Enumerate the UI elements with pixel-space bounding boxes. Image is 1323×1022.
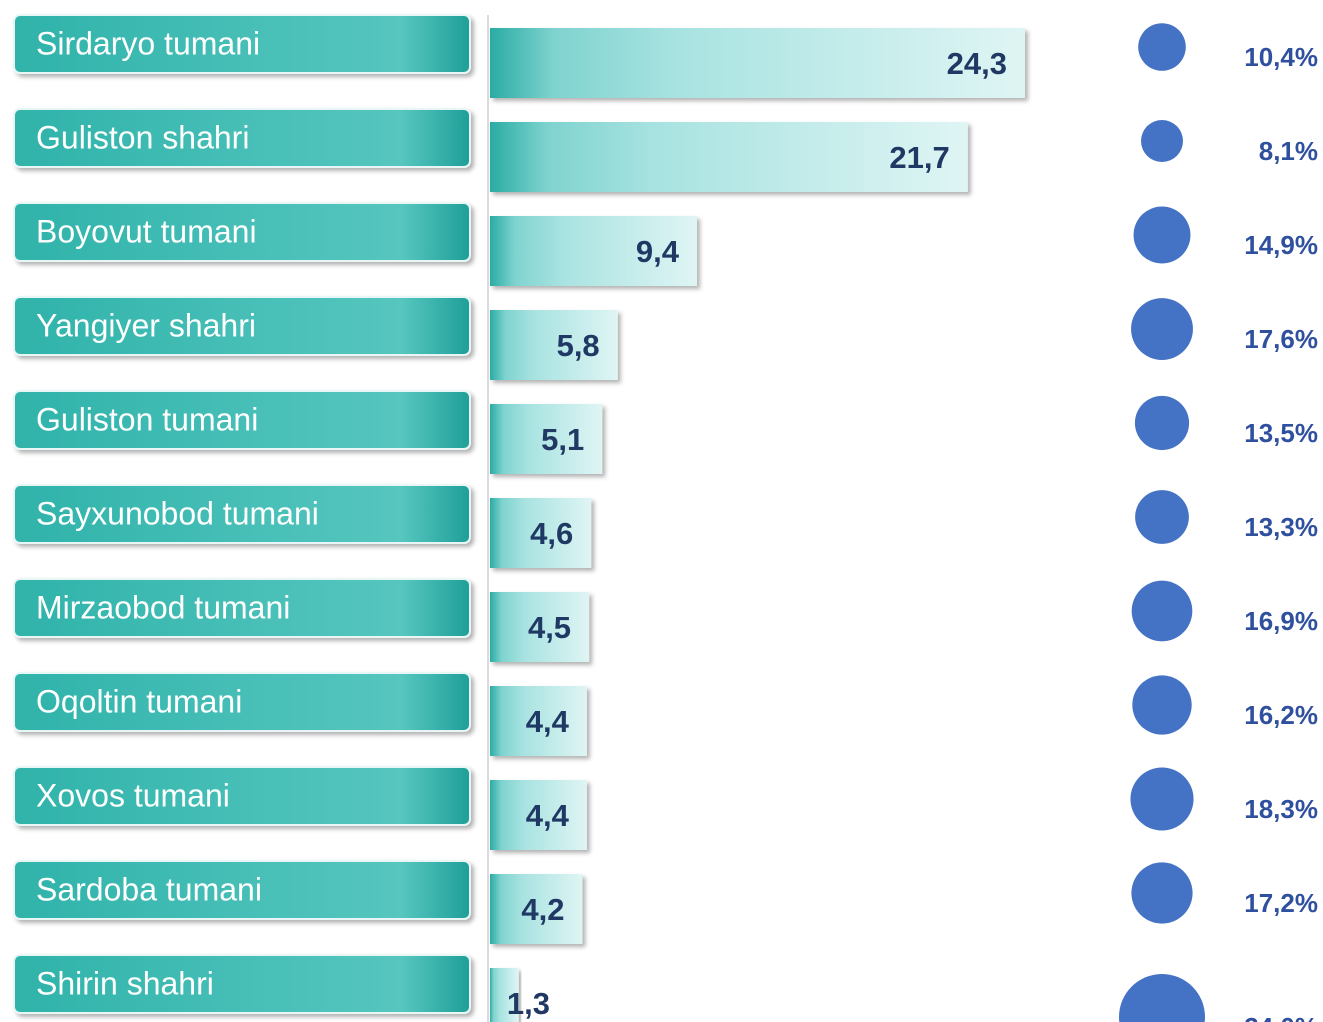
share-label: 13,3%	[1244, 512, 1318, 542]
value-label: 4,6	[530, 516, 573, 551]
share-bubble	[1130, 767, 1194, 831]
share-label: 13,5%	[1244, 418, 1318, 448]
category-label: Guliston shahri	[36, 119, 249, 155]
category-label: Boyovut tumani	[36, 213, 257, 249]
category-label: Oqoltin tumani	[36, 683, 242, 719]
share-bubble	[1134, 395, 1190, 451]
value-label: 24,3	[947, 46, 1007, 81]
share-bubble	[1138, 23, 1186, 71]
value-label: 21,7	[889, 140, 949, 175]
category-box	[13, 202, 471, 262]
category-box	[13, 390, 471, 450]
share-bubble	[1135, 490, 1189, 544]
category-box	[13, 14, 471, 74]
share-bubble	[1141, 120, 1183, 162]
value-label: 4,4	[526, 704, 570, 739]
category-label: Yangiyer shahri	[36, 307, 256, 343]
share-label: 16,2%	[1244, 700, 1318, 730]
share-bubble	[1131, 298, 1193, 360]
value-label: 4,5	[528, 610, 571, 645]
share-label: 34,0%	[1244, 1012, 1318, 1022]
bar	[490, 780, 587, 850]
value-label: 9,4	[636, 234, 680, 269]
bar	[490, 216, 697, 286]
bar	[490, 592, 590, 662]
share-label: 8,1%	[1259, 136, 1318, 166]
share-label: 17,6%	[1244, 324, 1318, 354]
bar	[490, 498, 592, 568]
category-box	[13, 108, 471, 168]
value-label: 4,4	[526, 798, 570, 833]
bar	[490, 404, 603, 474]
value-label: 5,8	[557, 328, 600, 363]
category-box	[13, 296, 471, 356]
share-label: 10,4%	[1244, 42, 1318, 72]
share-bubble	[1133, 206, 1191, 264]
bar	[490, 874, 583, 944]
category-box	[13, 672, 471, 732]
value-label: 1,3	[507, 986, 550, 1021]
share-bubble	[1119, 974, 1205, 1022]
bar	[490, 122, 968, 192]
category-box	[13, 578, 471, 638]
share-label: 16,9%	[1244, 606, 1318, 636]
bar	[490, 310, 618, 380]
bar	[490, 28, 1025, 98]
category-box	[13, 954, 471, 1014]
share-bubble	[1132, 675, 1192, 735]
bar	[490, 686, 587, 756]
category-label: Mirzaobod tumani	[36, 589, 290, 625]
share-bubble	[1131, 580, 1193, 642]
category-label: Xovos tumani	[36, 777, 230, 813]
category-box	[13, 484, 471, 544]
share-label: 14,9%	[1244, 230, 1318, 260]
value-label: 4,2	[521, 892, 564, 927]
category-box	[13, 766, 471, 826]
share-label: 18,3%	[1244, 794, 1318, 824]
bar	[490, 968, 519, 1022]
category-label: Sardoba tumani	[36, 871, 262, 907]
value-label: 5,1	[541, 422, 584, 457]
share-label: 17,2%	[1244, 888, 1318, 918]
category-label: Guliston tumani	[36, 401, 258, 437]
share-bubble	[1131, 862, 1193, 924]
category-label: Sayxunobod tumani	[36, 495, 319, 531]
category-label: Shirin shahri	[36, 965, 214, 1001]
category-box	[13, 860, 471, 920]
category-label: Sirdaryo tumani	[36, 25, 260, 61]
